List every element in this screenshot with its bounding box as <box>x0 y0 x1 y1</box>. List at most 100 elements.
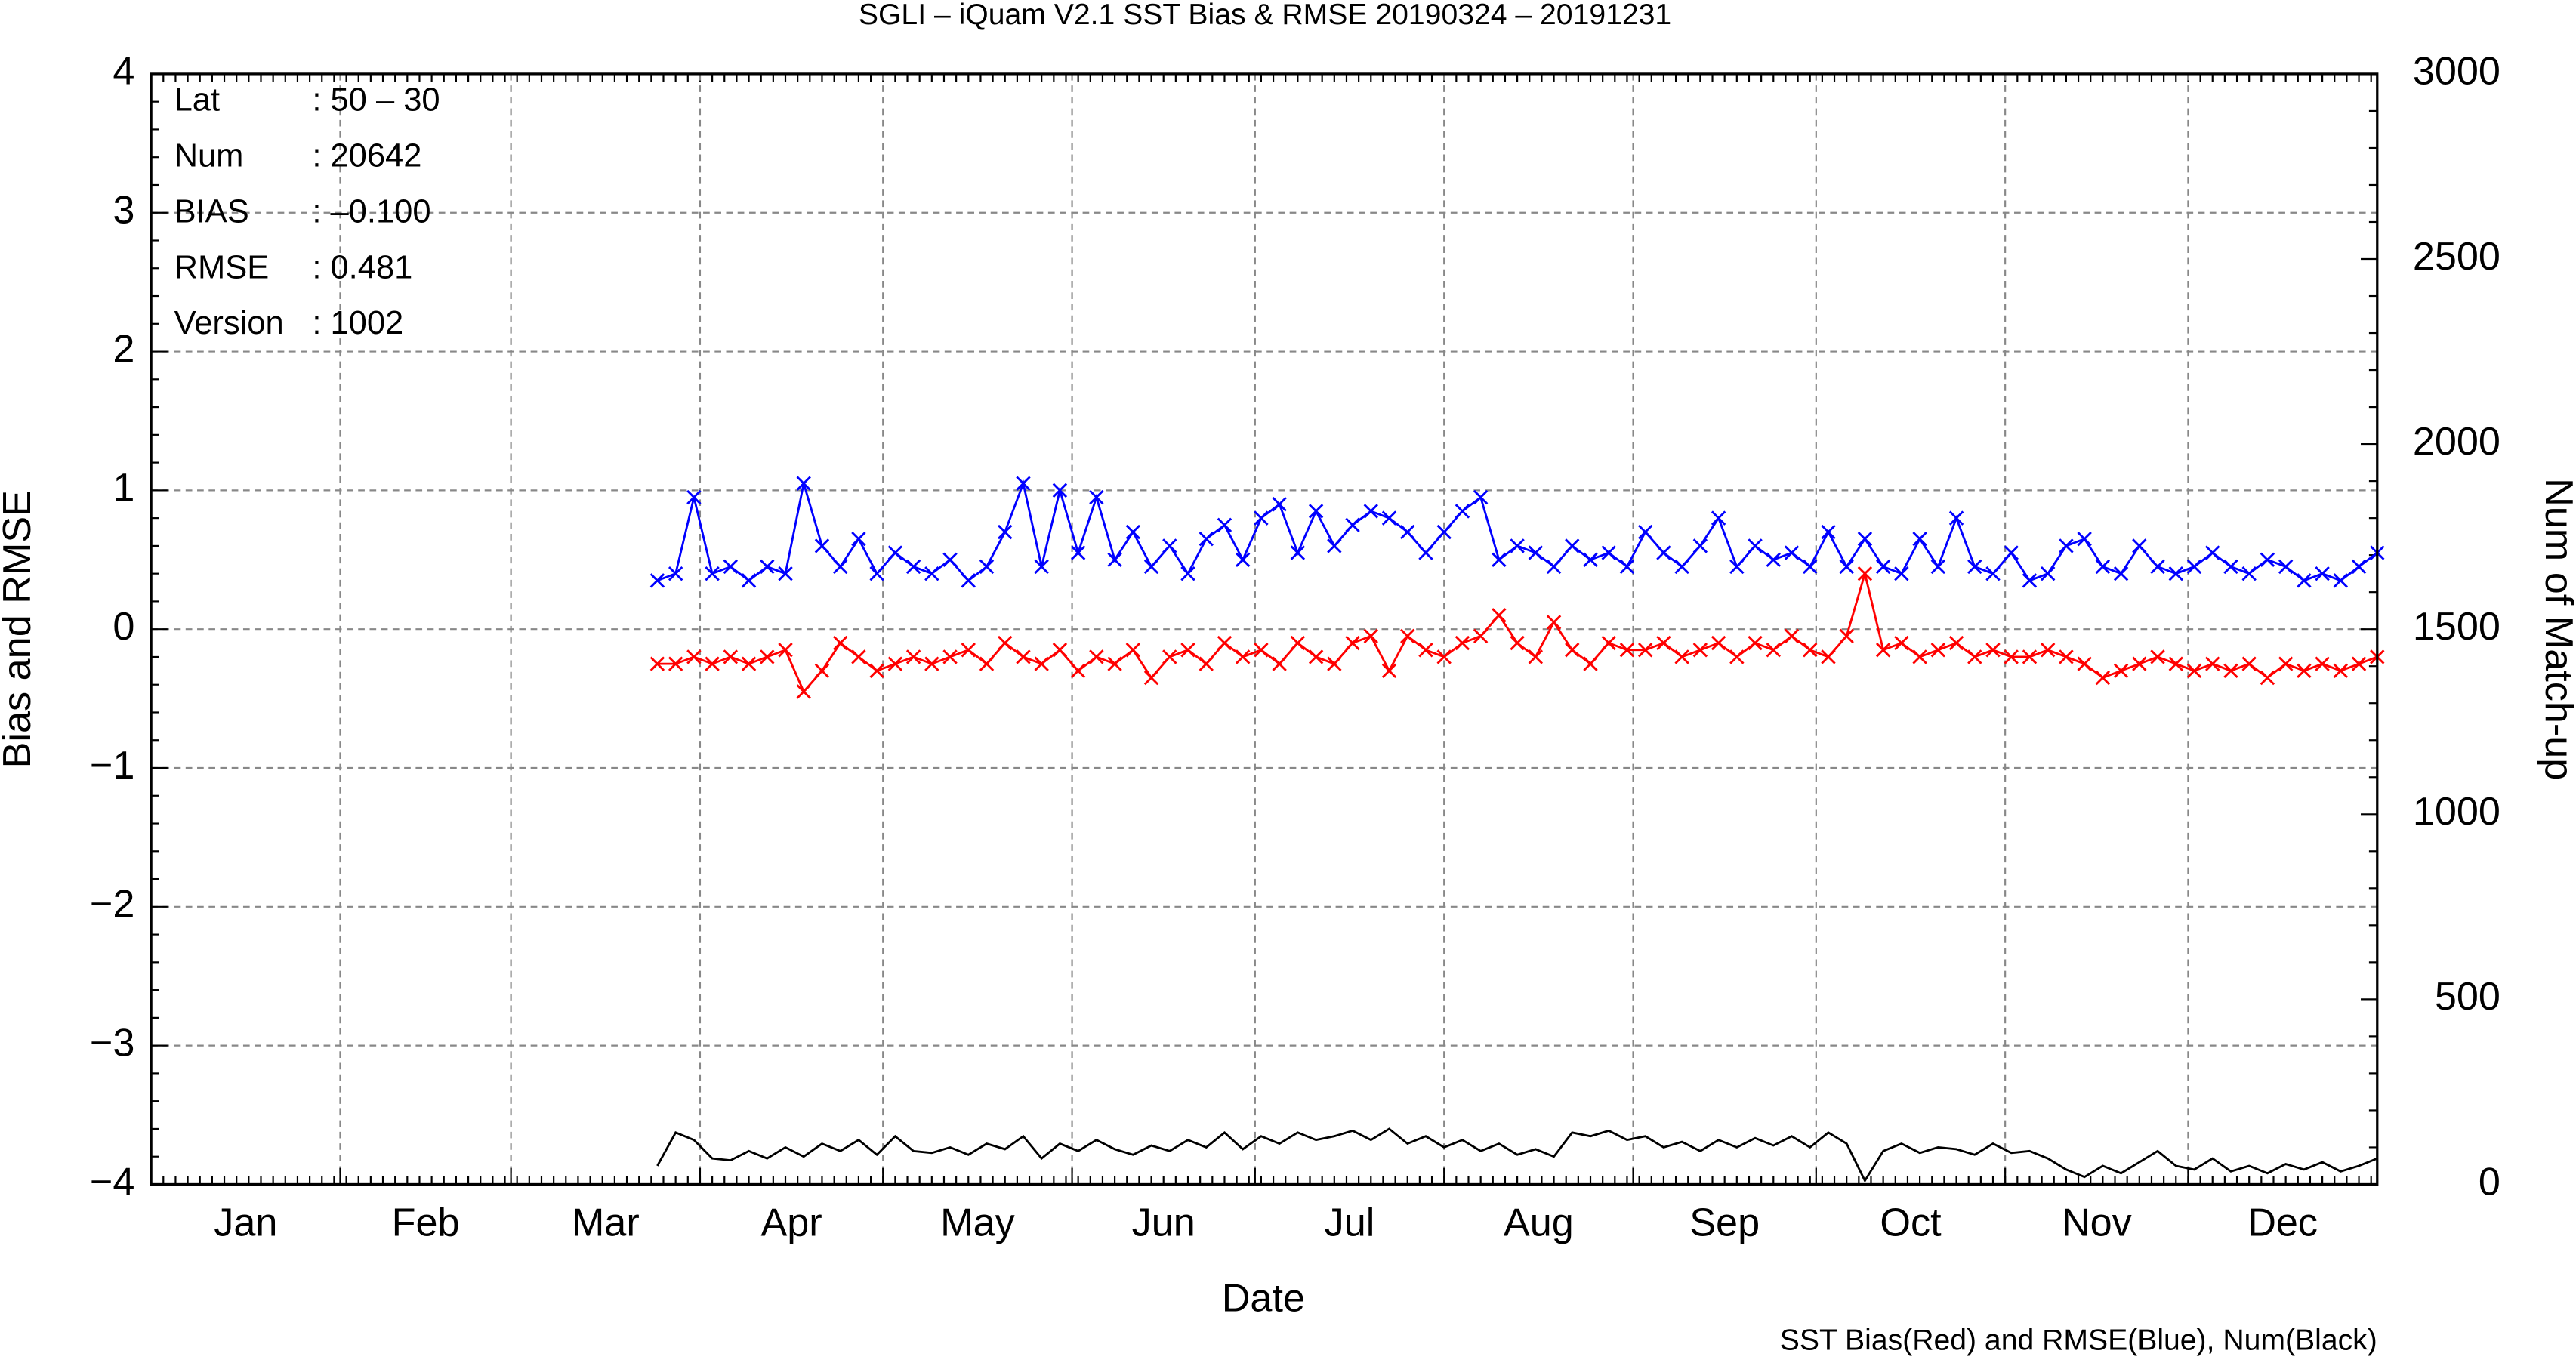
point-marker <box>832 559 848 575</box>
y2-tick-label: 1000 <box>2413 790 2500 834</box>
x-tick-label: Oct <box>1880 1201 1942 1245</box>
point-marker <box>1381 510 1397 526</box>
point-marker <box>1473 628 1489 644</box>
y2-tick-label: 2000 <box>2413 420 2500 464</box>
info-key: BIAS <box>174 193 249 230</box>
point-marker <box>1070 545 1086 560</box>
point-marker <box>961 643 976 658</box>
point-marker <box>2132 656 2147 671</box>
point-marker <box>851 649 866 664</box>
y2-tick-label: 500 <box>2435 975 2500 1019</box>
point-marker <box>1363 628 1378 644</box>
point-marker <box>723 559 739 575</box>
point-marker <box>2059 649 2074 664</box>
plot-frame <box>150 72 2379 1186</box>
point-marker <box>1930 559 1946 575</box>
point-marker <box>1455 504 1470 519</box>
point-marker <box>1455 635 1470 651</box>
point-marker <box>2278 656 2294 671</box>
point-marker <box>1637 643 1653 658</box>
point-marker <box>887 545 903 560</box>
point-marker <box>686 649 702 664</box>
point-marker <box>1180 643 1195 658</box>
point-marker <box>1875 559 1891 575</box>
point-marker <box>1052 483 1068 498</box>
x-tick-label: Mar <box>572 1201 640 1245</box>
point-marker <box>2186 559 2202 575</box>
point-marker <box>887 656 903 671</box>
y2-tick-label: 3000 <box>2413 50 2500 94</box>
point-marker <box>741 656 757 671</box>
point-marker <box>1894 566 1909 581</box>
point-marker <box>668 656 683 671</box>
point-marker <box>1619 643 1635 658</box>
point-marker <box>1748 538 1763 553</box>
y-tick-label: 1 <box>113 466 134 510</box>
x-tick-label: Aug <box>1504 1201 1574 1245</box>
x-tick-label: Jan <box>214 1201 277 1245</box>
point-marker <box>1583 552 1598 567</box>
point-marker <box>2205 545 2220 560</box>
point-marker <box>1180 566 1195 581</box>
point-marker <box>2333 663 2349 679</box>
point-marker <box>1948 635 1964 651</box>
point-marker <box>832 635 848 651</box>
x-tick-label: Apr <box>760 1201 822 1245</box>
point-marker <box>1985 643 2001 658</box>
point-marker <box>1418 643 1433 658</box>
point-marker <box>2333 573 2349 588</box>
point-marker <box>2241 566 2257 581</box>
y-tick-label: 2 <box>113 327 134 371</box>
point-marker <box>2095 670 2111 686</box>
point-marker <box>1894 635 1909 651</box>
point-marker <box>1345 635 1360 651</box>
point-marker <box>1839 628 1854 644</box>
point-marker <box>1729 649 1745 664</box>
y-tick-label: 4 <box>113 50 134 94</box>
point-marker <box>1327 656 1342 671</box>
point-marker <box>905 649 921 664</box>
y-tick-label: 0 <box>113 605 134 649</box>
y-tick-label: 3 <box>113 189 134 233</box>
point-marker <box>1528 649 1544 664</box>
point-marker <box>705 656 720 671</box>
point-marker <box>2260 552 2275 567</box>
point-marker <box>1308 504 1324 519</box>
point-marker <box>905 559 921 575</box>
point-marker <box>1656 635 1671 651</box>
point-marker <box>1656 545 1671 560</box>
point-marker <box>1821 649 1836 664</box>
info-value: : –0.100 <box>312 193 430 230</box>
point-marker <box>1729 559 1745 575</box>
point-marker <box>1400 628 1415 644</box>
point-marker <box>2150 559 2165 575</box>
point-marker <box>741 573 757 588</box>
point-marker <box>2223 663 2238 679</box>
point-marker <box>1199 656 1214 671</box>
point-marker <box>1162 538 1177 553</box>
y-tick-label: −4 <box>90 1160 135 1204</box>
point-marker <box>1125 643 1141 658</box>
point-marker <box>2077 656 2092 671</box>
info-key: RMSE <box>174 249 270 285</box>
y-tick-label: −2 <box>90 883 135 927</box>
point-marker <box>1436 649 1452 664</box>
point-marker <box>1492 608 1507 623</box>
point-marker <box>649 656 665 671</box>
point-marker <box>2278 559 2294 575</box>
point-marker <box>1565 538 1580 553</box>
point-marker <box>1766 643 1781 658</box>
point-marker <box>1510 538 1525 553</box>
point-marker <box>2004 545 2019 560</box>
point-marker <box>2315 566 2330 581</box>
point-marker <box>2223 559 2238 575</box>
point-marker <box>1016 476 1031 491</box>
point-marker <box>1089 649 1104 664</box>
point-marker <box>2315 656 2330 671</box>
point-marker <box>668 566 683 581</box>
point-marker <box>1565 643 1580 658</box>
info-value: : 0.481 <box>312 249 412 285</box>
y2-tick-label: 0 <box>2479 1160 2500 1204</box>
